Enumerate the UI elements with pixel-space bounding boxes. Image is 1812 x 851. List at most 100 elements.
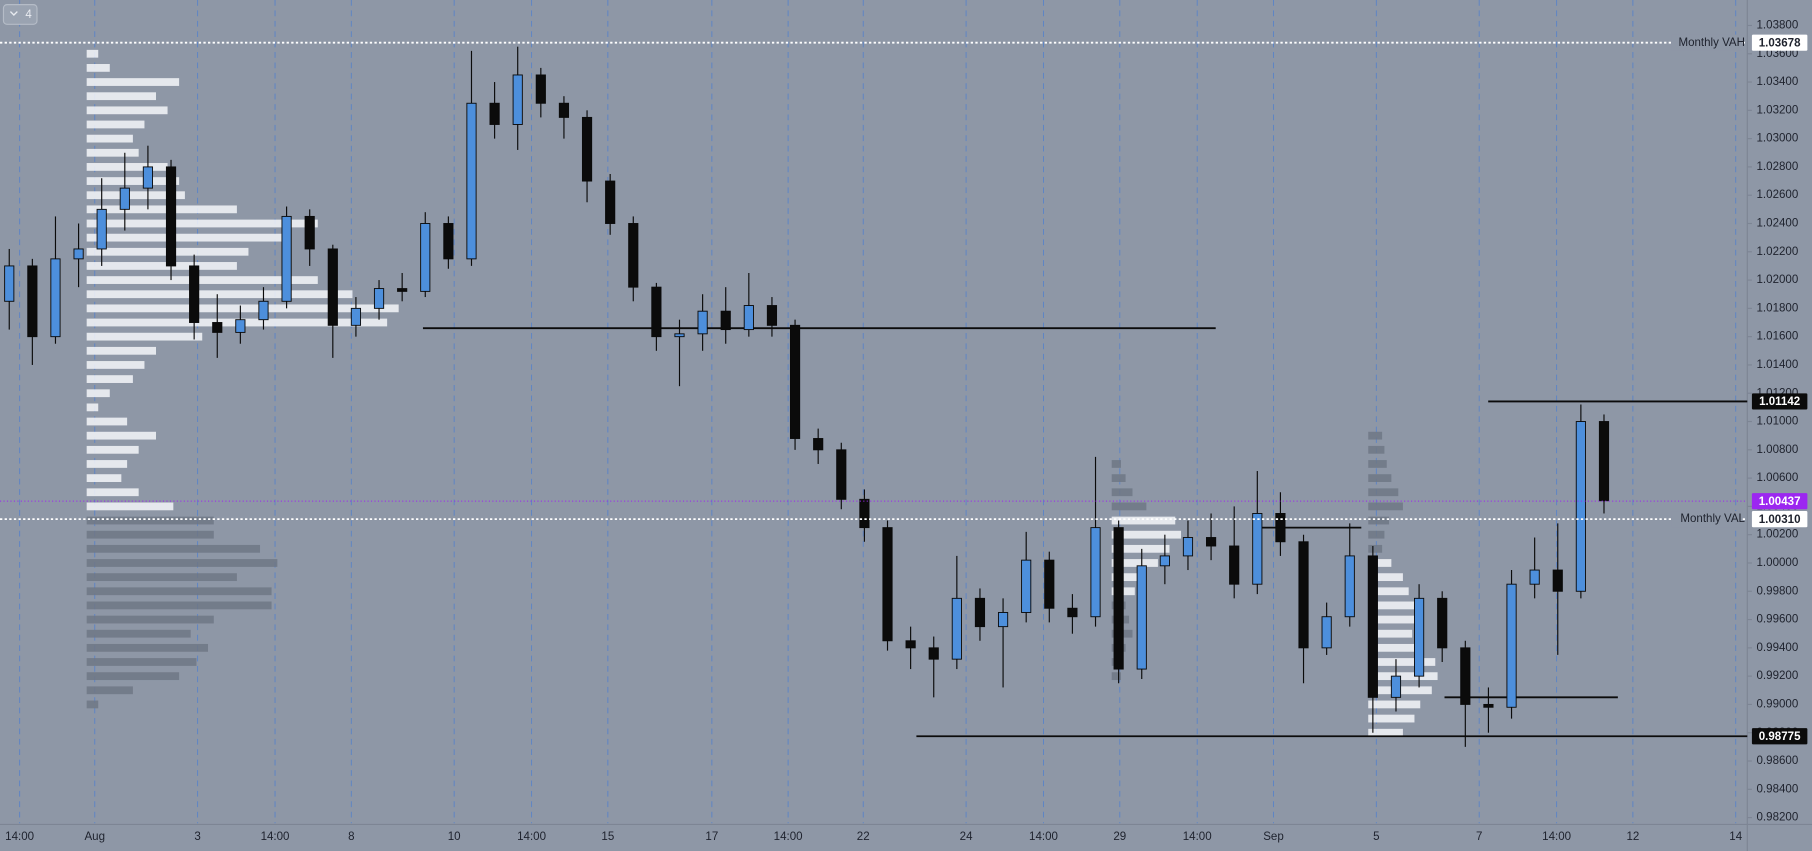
candle-body [743,305,754,331]
y-tick-label: 0.99800 [1757,585,1799,597]
volume-bar [86,672,180,681]
candle-body [882,527,893,642]
y-tick-label: 1.02600 [1757,189,1799,201]
candle-body [1529,569,1540,585]
y-tick-label: 1.01800 [1757,302,1799,314]
x-tick-label: 14:00 [1542,831,1571,843]
candle-body [1044,559,1055,609]
candle-body [951,597,962,660]
volume-bar [1368,601,1421,610]
candle-body [1275,513,1286,543]
volume-bar [1368,544,1383,553]
volume-bar [86,643,209,652]
x-tick-label: 7 [1476,831,1482,843]
candle-body [651,286,662,338]
volume-bar [1368,516,1390,525]
price-badge [1751,393,1808,410]
volume-bar [86,361,145,369]
y-tick-label: 1.02800 [1757,161,1799,173]
candle-body [605,180,616,224]
candle-body [466,102,477,260]
volume-bar [86,191,185,200]
volume-bar [86,92,157,101]
candle-body [165,166,177,267]
y-tick-label: 1.01600 [1757,331,1799,343]
y-tick-label: 1.03400 [1757,76,1799,88]
candle-body [628,223,639,288]
candle-body [1252,513,1263,585]
volume-bar [86,276,318,284]
volume-bar [86,332,203,341]
volume-bar [1368,643,1424,652]
price-badge-label: 1.03678 [1759,37,1801,49]
x-tick-label: 14:00 [5,831,34,843]
candle-body [258,300,269,321]
volume-bar [1111,559,1158,567]
candle-body [1090,527,1101,618]
volume-bar [86,573,237,582]
x-tick-label: 22 [857,831,870,843]
candle-body [1067,607,1078,618]
candle-body [189,265,200,323]
candle-body [27,265,38,338]
x-tick-label: 3 [194,831,200,843]
candle-body [512,74,523,125]
x-tick-label: 14 [1729,831,1742,843]
x-tick-label: Sep [1263,831,1284,843]
candle-body [1414,597,1425,677]
candle-body [4,265,15,302]
price-badge-label: 1.00310 [1759,514,1801,526]
volume-bar [1111,672,1121,681]
volume-bar [86,148,139,157]
volume-bar [86,544,261,553]
candle-body [581,116,593,182]
y-tick-label: 0.99600 [1757,614,1799,626]
x-tick-label: 29 [1113,831,1126,843]
volume-bar [86,686,133,695]
volume-bar [1368,615,1415,624]
volume-bar [1111,460,1121,468]
candle-body [859,498,870,529]
volume-bar [86,474,122,482]
x-tick-label: 12 [1626,831,1639,843]
volume-bar [86,134,133,143]
volume-bar [86,403,99,412]
candle-body [720,310,731,331]
candle-body [489,102,500,125]
volume-bar [86,587,272,596]
x-tick-label: 10 [448,831,461,843]
candle-body [974,597,986,628]
volume-bar [86,445,139,454]
volume-bar [1111,474,1126,482]
toolbar-button[interactable]: 4 [2,4,38,25]
price-badge [1751,493,1808,510]
candle-body [558,102,570,118]
candle-body [1159,555,1170,567]
candle-body [1367,555,1378,698]
price-badge-label: 1.00437 [1759,496,1801,508]
volume-bar [86,290,353,299]
volume-bar [86,601,272,610]
volume-bar [1368,445,1385,454]
level-name: Monthly VAL [1680,513,1745,525]
x-tick-label: 8 [348,831,354,843]
x-tick-label: 14:00 [1183,831,1212,843]
price-badge-label: 1.01142 [1759,396,1800,408]
volume-bar [86,262,237,270]
y-tick-label: 1.02400 [1757,218,1799,230]
candle-body [142,166,154,189]
volume-bar [1111,516,1176,525]
volume-bar [1368,431,1383,440]
y-tick-label: 0.98200 [1757,812,1799,824]
y-tick-label: 0.99000 [1757,698,1799,710]
volume-bar [86,629,191,638]
candle-body [281,215,292,302]
volume-bar [86,177,180,185]
candle-body [119,187,130,210]
volume-bar [1368,559,1392,567]
volume-bar [86,163,168,171]
volume-bar [86,615,214,624]
candle-body [327,248,338,326]
